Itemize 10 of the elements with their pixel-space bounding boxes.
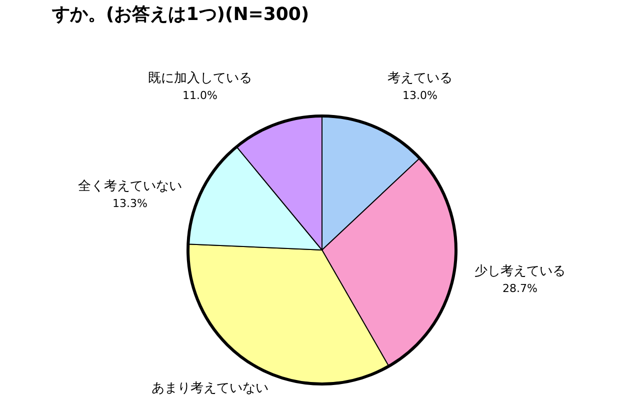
chart-title: すか。(お答えは1つ)(N=300) (51, 4, 310, 25)
slice-label: 全く考えていない (78, 179, 182, 194)
slice-label: あまり考えていない (152, 381, 268, 396)
slice-label: 少し考えている (474, 264, 566, 279)
data-label: 11.0% (182, 89, 218, 102)
slice-label: 考えている (388, 71, 452, 86)
data-label: 13.0% (402, 89, 438, 102)
slice-label: 既に加入している (148, 71, 252, 86)
data-label: 13.3% (112, 197, 148, 210)
data-label: 28.7% (502, 282, 538, 295)
